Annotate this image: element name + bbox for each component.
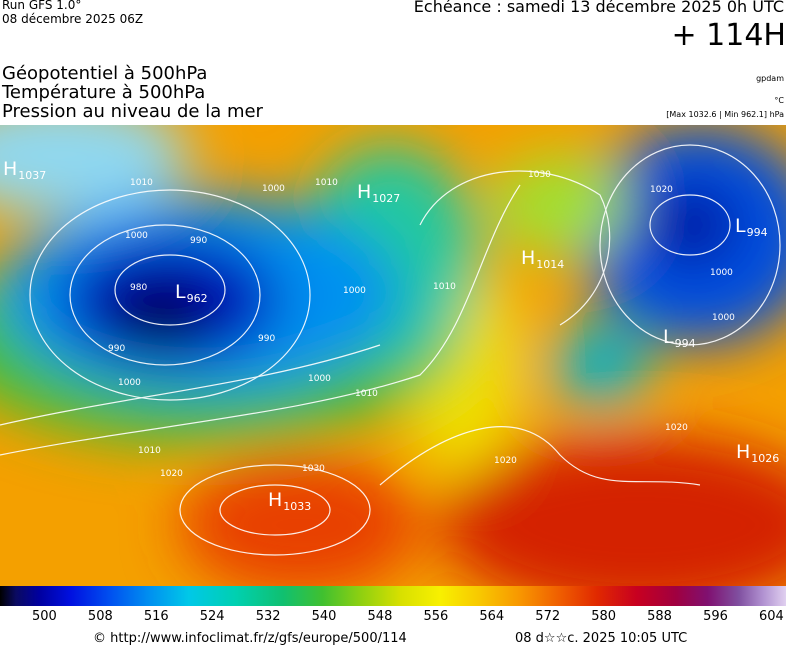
isobar-label: 980 xyxy=(130,283,147,293)
lead-time: + 114H xyxy=(671,18,786,53)
center-value: 1033 xyxy=(283,500,311,513)
isobar-label: 1030 xyxy=(302,464,325,474)
center-kind: H xyxy=(736,441,750,463)
center-value: 962 xyxy=(187,292,208,305)
isobar-label: 1000 xyxy=(118,378,141,388)
isobar-label: 990 xyxy=(190,236,207,246)
center-kind: L xyxy=(175,281,186,303)
isobar-label: 1000 xyxy=(712,313,735,323)
isobar-label: 990 xyxy=(108,344,125,354)
center-value: 994 xyxy=(747,226,768,239)
isobar-label: 1010 xyxy=(433,282,456,292)
isobar-label: 1010 xyxy=(130,178,153,188)
center-kind: H xyxy=(357,181,371,203)
isobar-label: 990 xyxy=(258,334,275,344)
isobar-label: 1030 xyxy=(528,170,551,180)
colorbar xyxy=(0,586,786,606)
isobar-label: 1000 xyxy=(710,268,733,278)
center-value: 994 xyxy=(675,337,696,350)
colorbar-label: 604 xyxy=(759,609,784,624)
field: Pression au niveau de la mer xyxy=(2,101,263,122)
isobar-label: 1020 xyxy=(160,469,183,479)
footer-url: © http://www.infoclimat.fr/z/gfs/europe/… xyxy=(93,631,407,646)
colorbar-label: 524 xyxy=(199,609,225,624)
colorbar-label: 588 xyxy=(647,609,672,624)
center-value: 1037 xyxy=(18,169,46,182)
isobar-label: 1010 xyxy=(315,178,338,188)
colorbar-label: 540 xyxy=(311,609,337,624)
isobar-label: 1010 xyxy=(355,389,378,399)
colorbar-label: 508 xyxy=(87,609,113,624)
center-kind: L xyxy=(663,326,674,348)
center-kind: H xyxy=(521,247,535,269)
isobar-label: 1000 xyxy=(262,184,285,194)
colorbar-label: 532 xyxy=(255,609,281,624)
run-date: 08 décembre 2025 06Z xyxy=(2,12,144,26)
unit: °C xyxy=(774,96,784,105)
center-value: 1026 xyxy=(751,452,779,465)
colorbar-label: 580 xyxy=(591,609,617,624)
center-kind: H xyxy=(268,489,282,511)
map: 1010 1000 990 1000 1010 1030 1020 980 10… xyxy=(0,125,786,586)
isobar-label: 1000 xyxy=(308,374,331,384)
center-value: 1027 xyxy=(372,192,400,205)
run: Run GFS 1.0° xyxy=(2,0,82,12)
colorbar-label: 596 xyxy=(703,609,728,624)
unit: gpdam xyxy=(756,74,784,83)
valid-time: Echéance : samedi 13 décembre 2025 0h UT… xyxy=(413,0,784,16)
colorbar-label: 556 xyxy=(423,609,449,624)
colorbar-label: 516 xyxy=(143,609,169,624)
colorbar-label: 548 xyxy=(367,609,393,624)
center-kind: H xyxy=(3,158,17,180)
isobar-label: 1020 xyxy=(665,423,688,433)
isobar-label: 1000 xyxy=(343,286,366,296)
field: Température à 500hPa xyxy=(2,82,206,103)
isobar-label: 1020 xyxy=(494,456,517,466)
range: [Max 1032.6 | Min 962.1] hPa xyxy=(666,110,784,119)
isobar-label: 1000 xyxy=(125,231,148,241)
colorbar-label: 500 xyxy=(32,609,57,624)
isobar-label: 1010 xyxy=(138,446,161,456)
isobar-label: 1020 xyxy=(650,185,673,195)
field: Géopotentiel à 500hPa xyxy=(2,63,208,84)
colorbar-label: 564 xyxy=(479,609,505,624)
footer-date: 08 d☆☆c. 2025 10:05 UTC xyxy=(515,631,688,646)
center-kind: L xyxy=(735,215,746,237)
colorbar-label: 572 xyxy=(535,609,561,624)
center-value: 1014 xyxy=(536,258,564,271)
